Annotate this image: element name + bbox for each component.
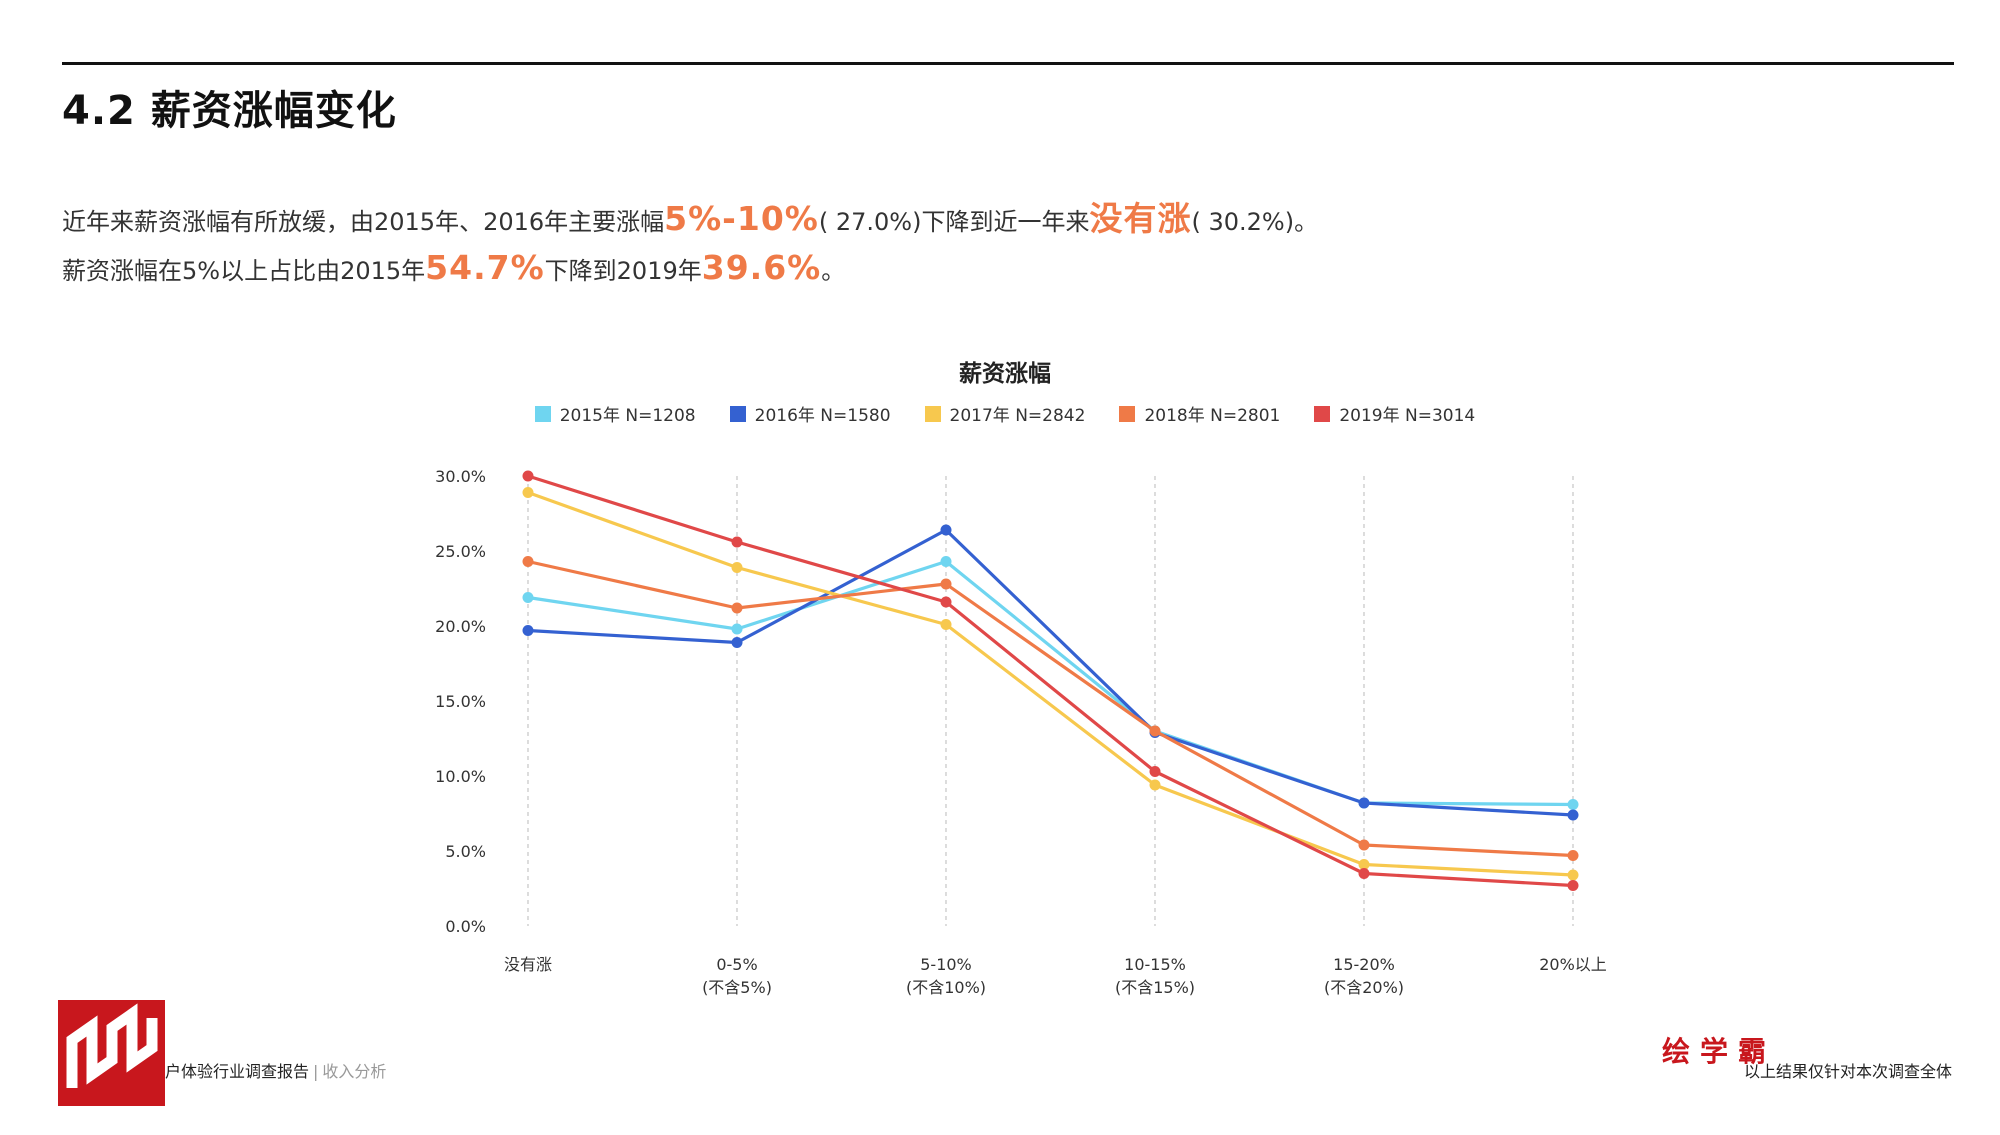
- data-point: [1358, 797, 1370, 809]
- data-point: [522, 625, 534, 636]
- legend-label: 2015年 N=1208: [559, 406, 696, 426]
- summary-text-segment: ( 27.0%)下降到近一年来: [818, 208, 1090, 236]
- y-tick-label: 30.0%: [435, 467, 486, 486]
- y-tick-label: 15.0%: [435, 692, 486, 711]
- y-tick-label: 20.0%: [435, 617, 486, 636]
- x-tick-label: 0-5% (不含5%): [702, 955, 772, 997]
- company-logo: [58, 1000, 165, 1106]
- data-point: [1567, 880, 1579, 891]
- data-point: [1358, 839, 1370, 851]
- x-tick-label: 20%以上: [1539, 955, 1607, 974]
- page-title: 4.2 薪资涨幅变化: [62, 88, 397, 134]
- summary-text-segment: ( 30.2%)。: [1191, 208, 1319, 236]
- summary-text-segment: 下降到2019年: [544, 257, 702, 285]
- x-tick-label: 10-15% (不含15%): [1115, 955, 1195, 997]
- series-line: [526, 559, 1575, 858]
- data-point: [1567, 869, 1579, 881]
- y-tick-label: 10.0%: [435, 767, 486, 786]
- summary-text-segment: 。: [821, 257, 846, 285]
- data-point: [1358, 868, 1370, 879]
- data-point: [940, 524, 952, 536]
- data-point: [522, 487, 534, 498]
- x-tick-label: 没有涨: [504, 955, 552, 974]
- legend-item: 2016年 N=1580: [729, 401, 891, 426]
- legend-swatch: [1119, 405, 1136, 422]
- chart-legend: 2015年 N=1208 2016年 N=1580 2017年 N=2842 2018…: [0, 401, 2000, 426]
- legend-item: 2019年 N=3014: [1314, 401, 1475, 426]
- summary-highlight: 5%-10%: [664, 199, 819, 238]
- series-line: [526, 490, 1575, 877]
- data-point: [1149, 725, 1161, 737]
- series-line: [526, 559, 1575, 807]
- data-point: [731, 536, 743, 548]
- footer-section: 收入分析: [322, 1062, 387, 1081]
- brand-watermark: 绘学霸: [1662, 1035, 1777, 1068]
- data-point: [731, 602, 743, 614]
- summary-text: 近年来薪资涨幅有所放缓，由2015年、2016年主要涨幅5%-10%( 27.0…: [62, 196, 1318, 294]
- y-tick-label: 0.0%: [445, 917, 486, 936]
- logo-w-icon: [66, 1003, 158, 1088]
- data-point: [522, 592, 534, 603]
- data-point: [1358, 859, 1370, 870]
- legend-item: 2018年 N=2801: [1119, 401, 1280, 426]
- summary-highlight: 39.6%: [701, 248, 822, 287]
- data-point: [940, 556, 952, 567]
- top-rule: [62, 62, 1954, 65]
- data-point: [522, 470, 534, 482]
- footer-note: 以上结果仅针对本次调查全体: [1743, 1062, 1952, 1081]
- summary-text-segment: 近年来薪资涨幅有所放缓，由2015年、2016年主要涨幅: [62, 208, 665, 236]
- y-tick-label: 5.0%: [445, 842, 486, 861]
- data-point: [522, 556, 534, 567]
- data-point: [1149, 779, 1161, 791]
- data-point: [940, 578, 952, 590]
- data-point: [940, 596, 952, 608]
- series-line: [526, 474, 1575, 888]
- footer-separator: |: [313, 1062, 319, 1081]
- data-point: [1567, 799, 1579, 810]
- chart-title: 薪资涨幅: [959, 361, 1051, 387]
- legend-swatch: [729, 405, 746, 422]
- x-tick-label: 5-10% (不含10%): [906, 955, 986, 997]
- series-line: [526, 528, 1575, 817]
- data-point: [1149, 766, 1161, 777]
- legend-swatch: [924, 405, 941, 422]
- summary-highlight: 没有涨: [1089, 199, 1192, 238]
- data-point: [731, 637, 743, 648]
- data-point: [1567, 809, 1579, 821]
- legend-swatch: [1314, 405, 1331, 422]
- legend-label: 2016年 N=1580: [754, 406, 891, 426]
- legend-label: 2018年 N=2801: [1144, 406, 1281, 426]
- legend-swatch: [534, 405, 551, 422]
- data-point: [940, 619, 952, 630]
- summary-line-1: 近年来薪资涨幅有所放缓，由2015年、2016年主要涨幅5%-10%( 27.0…: [62, 196, 1318, 245]
- summary-line-2: 薪资涨幅在5%以上占比由2015年54.7%下降到2019年39.6%。: [62, 245, 1318, 294]
- legend-item: 2017年 N=2842: [924, 401, 1086, 426]
- y-tick-label: 25.0%: [435, 542, 486, 561]
- data-point: [731, 562, 743, 573]
- footer-report-name: 户体验行业调查报告: [165, 1062, 310, 1081]
- legend-label: 2017年 N=2842: [949, 406, 1086, 426]
- legend-label: 2019年 N=3014: [1339, 406, 1476, 426]
- summary-text-segment: 薪资涨幅在5%以上占比由2015年: [62, 257, 426, 285]
- x-tick-label: 15-20% (不含20%): [1324, 955, 1404, 997]
- data-point: [731, 623, 743, 635]
- footer-report-label: 户体验行业调查报告 | 收入分析: [165, 1058, 386, 1082]
- data-point: [1567, 850, 1579, 861]
- legend-item: 2015年 N=1208: [534, 401, 696, 426]
- summary-highlight: 54.7%: [425, 248, 545, 287]
